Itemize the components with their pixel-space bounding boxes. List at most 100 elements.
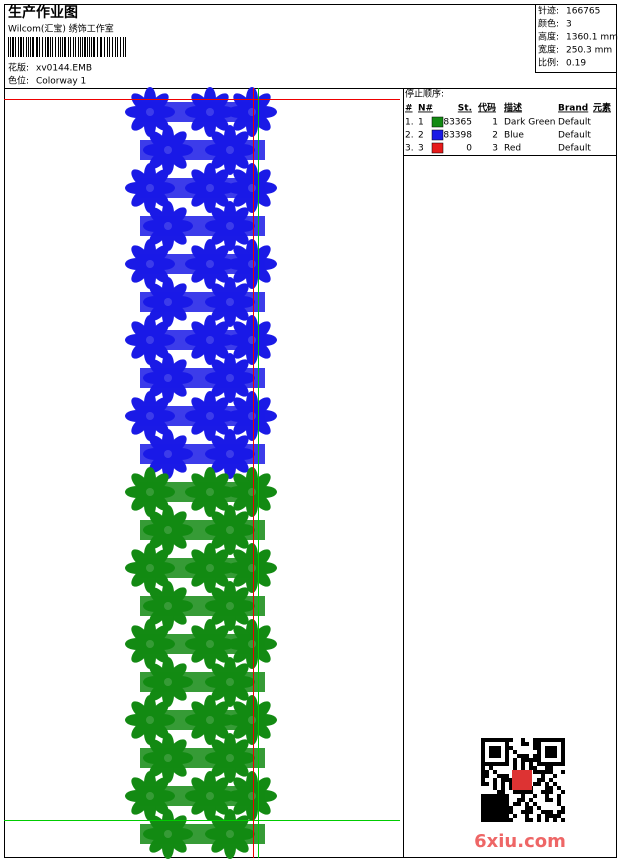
bar xyxy=(26,37,27,57)
fill xyxy=(140,634,265,654)
qr-cell xyxy=(557,810,561,814)
qr-cell xyxy=(517,798,521,802)
qr-cell xyxy=(521,758,525,762)
qr-cell xyxy=(545,770,549,774)
qr-cell xyxy=(561,742,565,746)
qr-cell xyxy=(493,810,497,814)
qr-cell xyxy=(489,762,493,766)
qr-cell xyxy=(561,790,565,794)
qr-cell xyxy=(549,746,553,750)
qr-cell xyxy=(485,794,489,798)
qr-cell xyxy=(501,786,505,790)
color-swatch xyxy=(431,116,444,128)
qr-cell xyxy=(537,754,541,758)
qr-cell xyxy=(553,762,557,766)
qr-cell xyxy=(545,762,549,766)
qr-cell xyxy=(545,746,549,750)
qr-cell xyxy=(557,798,561,802)
bar xyxy=(68,37,69,57)
info-label: 宽度: xyxy=(538,44,559,56)
bar xyxy=(55,37,56,57)
qr-cell xyxy=(497,806,501,810)
bar xyxy=(87,37,88,57)
qr-cell xyxy=(529,766,533,770)
color-swatch xyxy=(431,129,444,141)
column-header: # xyxy=(405,104,413,114)
qr-cell xyxy=(493,746,497,750)
qr-cell xyxy=(549,762,553,766)
qr-cell xyxy=(549,790,553,794)
qr-cell xyxy=(481,798,485,802)
qr-cell xyxy=(545,738,549,742)
qr-cell xyxy=(557,738,561,742)
bar xyxy=(58,37,59,57)
fill xyxy=(140,710,265,730)
qr-cell xyxy=(549,778,553,782)
qr-cell xyxy=(553,738,557,742)
qr-cell xyxy=(481,778,485,782)
embroidery-design xyxy=(125,87,277,859)
qr-cell xyxy=(561,746,565,750)
qr-cell xyxy=(481,782,485,786)
bar xyxy=(93,37,95,57)
qr-cell xyxy=(485,798,489,802)
qr-cell xyxy=(481,806,485,810)
qr-cell xyxy=(513,758,517,762)
barcode xyxy=(8,37,126,57)
qr-cell xyxy=(485,810,489,814)
bar xyxy=(30,37,31,57)
qr-cell xyxy=(525,818,529,822)
qr-cell xyxy=(513,766,517,770)
qr-cell xyxy=(493,802,497,806)
info-label: 颜色: xyxy=(538,18,559,30)
qr-cell xyxy=(553,750,557,754)
qr-cell xyxy=(521,790,525,794)
qr-cell xyxy=(553,782,557,786)
bar xyxy=(8,37,9,57)
qr-cell xyxy=(525,802,529,806)
qr-cell xyxy=(493,754,497,758)
qr-cell xyxy=(497,750,501,754)
qr-cell xyxy=(497,814,501,818)
qr-cell xyxy=(481,810,485,814)
bar xyxy=(15,37,16,57)
qr-cell xyxy=(497,774,501,778)
qr-cell xyxy=(541,770,545,774)
qr-cell xyxy=(537,762,541,766)
bar xyxy=(39,37,40,57)
qr-cell xyxy=(497,790,501,794)
qr-cell xyxy=(489,806,493,810)
fill xyxy=(140,520,265,540)
qr-cell xyxy=(485,738,489,742)
row-description: Red xyxy=(504,144,521,154)
column-header: St. xyxy=(458,104,472,114)
qr-cell xyxy=(505,798,509,802)
qr-cell xyxy=(521,762,525,766)
row-description: Dark Green xyxy=(504,118,555,128)
row-stitches: 0 xyxy=(466,144,472,154)
company: Wilcom(汇宝) 绣饰工作室 xyxy=(8,23,114,35)
column-header: 元素 xyxy=(593,102,611,114)
qr-cell xyxy=(537,818,541,822)
qr-cell xyxy=(529,806,533,810)
qr-cell xyxy=(521,794,525,798)
qr-cell xyxy=(501,774,505,778)
qr-cell xyxy=(505,746,509,750)
column-header: Brand xyxy=(558,104,588,114)
row-description: Blue xyxy=(504,131,524,141)
qr-cell xyxy=(481,742,485,746)
qr-cell xyxy=(529,798,533,802)
bar xyxy=(60,37,61,57)
qr-cell xyxy=(501,810,505,814)
qr-cell xyxy=(493,818,497,822)
info-box xyxy=(535,4,617,73)
qr-cell xyxy=(561,806,565,810)
column-header: N# xyxy=(418,104,433,114)
info-label: 高度: xyxy=(538,31,559,43)
bar xyxy=(91,37,92,57)
qr-cell xyxy=(501,818,505,822)
qr-cell xyxy=(545,766,549,770)
row-code: 2 xyxy=(492,131,498,141)
qr-cell xyxy=(485,814,489,818)
